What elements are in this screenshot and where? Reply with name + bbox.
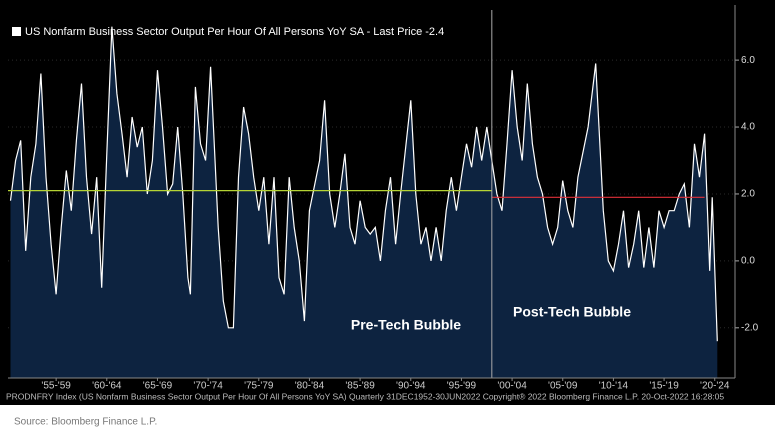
source: Source: Bloomberg Finance L.P. bbox=[14, 417, 157, 428]
area bbox=[10, 26, 718, 378]
x-tick-label: '75-'79 bbox=[244, 381, 274, 392]
x-tick-label: '05-'09 bbox=[548, 381, 578, 392]
x-tick-label: '55-'59 bbox=[41, 381, 71, 392]
y-tick-label: 2.0 bbox=[741, 189, 755, 200]
x-tick-label: '80-'84 bbox=[295, 381, 325, 392]
annotation: Pre-Tech Bubble bbox=[351, 317, 461, 333]
legend-swatch bbox=[12, 27, 21, 36]
y-tick-label: 0.0 bbox=[741, 256, 755, 267]
x-tick-label: '00-'04 bbox=[497, 381, 527, 392]
footer: PRODNFRY Index (US Nonfarm Business Sect… bbox=[6, 391, 724, 401]
line bbox=[9, 26, 718, 342]
x-tick-label: '20-'24 bbox=[700, 381, 730, 392]
x-tick-label: '95-'99 bbox=[447, 381, 477, 392]
annotation: Post-Tech Bubble bbox=[513, 304, 631, 320]
x-tick-label: '65-'69 bbox=[143, 381, 173, 392]
y-tick-label: 6.0 bbox=[741, 55, 755, 66]
x-tick-label: '10-'14 bbox=[599, 381, 629, 392]
chart-title: US Nonfarm Business Sector Output Per Ho… bbox=[25, 26, 444, 38]
y-tick-label: -2.0 bbox=[741, 322, 759, 333]
plot: -2.0 0.0 2.0 4.0 6.0 '55-'59 '60-'64 '65-'69 '70… bbox=[8, 5, 759, 392]
y-tick-label: 4.0 bbox=[741, 122, 755, 133]
x-tick-label: '90-'94 bbox=[396, 381, 426, 392]
x-tick-label: '15-'19 bbox=[649, 381, 679, 392]
x-tick-label: '85-'89 bbox=[345, 381, 375, 392]
x-tick-label: '60-'64 bbox=[92, 381, 122, 392]
x-tick-label: '70-'74 bbox=[193, 381, 223, 392]
